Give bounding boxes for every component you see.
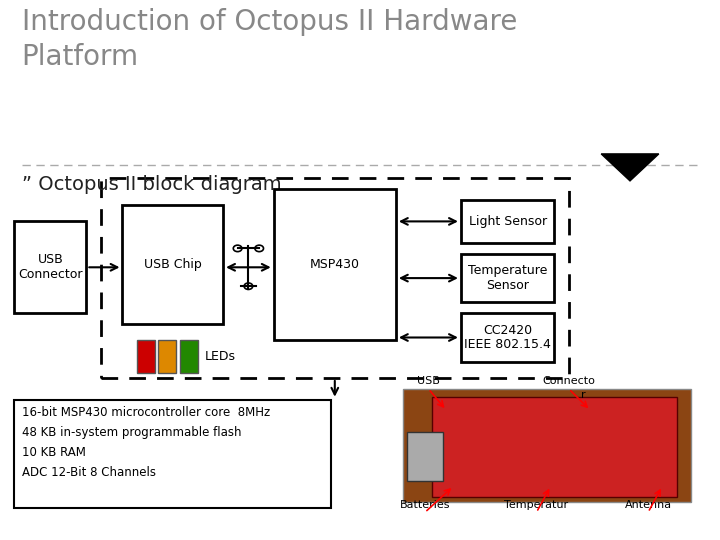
Bar xyxy=(403,389,691,502)
Text: Introduction of Octopus II Hardware
Platform: Introduction of Octopus II Hardware Plat… xyxy=(22,8,517,71)
Text: USB
Connector: USB Connector xyxy=(18,253,83,281)
Bar xyxy=(101,178,569,378)
Bar xyxy=(14,400,331,508)
Text: Light Sensor: Light Sensor xyxy=(469,215,546,228)
Bar xyxy=(122,205,223,324)
Polygon shape xyxy=(601,154,659,181)
Text: USB Chip: USB Chip xyxy=(144,258,202,271)
Bar xyxy=(274,189,396,340)
Text: CC2420
IEEE 802.15.4: CC2420 IEEE 802.15.4 xyxy=(464,323,551,352)
Text: USB: USB xyxy=(417,376,440,386)
Bar xyxy=(180,340,198,373)
Bar xyxy=(14,221,86,313)
Text: Batteries: Batteries xyxy=(400,500,450,510)
Bar xyxy=(461,254,554,302)
Bar xyxy=(432,397,677,497)
Text: MSP430: MSP430 xyxy=(310,258,360,271)
Bar xyxy=(137,340,155,373)
Bar xyxy=(158,340,176,373)
Text: 16-bit MSP430 microcontroller core  8MHz
48 KB in-system programmable flash
10 K: 16-bit MSP430 microcontroller core 8MHz … xyxy=(22,406,270,479)
Bar xyxy=(461,200,554,243)
Text: Temperatur: Temperatur xyxy=(504,500,569,510)
Text: LEDs: LEDs xyxy=(205,350,236,363)
Text: Temperature
Sensor: Temperature Sensor xyxy=(468,264,547,292)
Text: Connecto: Connecto xyxy=(542,376,595,386)
Bar xyxy=(407,432,443,481)
Bar xyxy=(461,313,554,362)
Text: ” Octopus II block diagram: ” Octopus II block diagram xyxy=(22,176,282,194)
Text: Antenna: Antenna xyxy=(624,500,672,510)
Text: r: r xyxy=(581,389,585,400)
